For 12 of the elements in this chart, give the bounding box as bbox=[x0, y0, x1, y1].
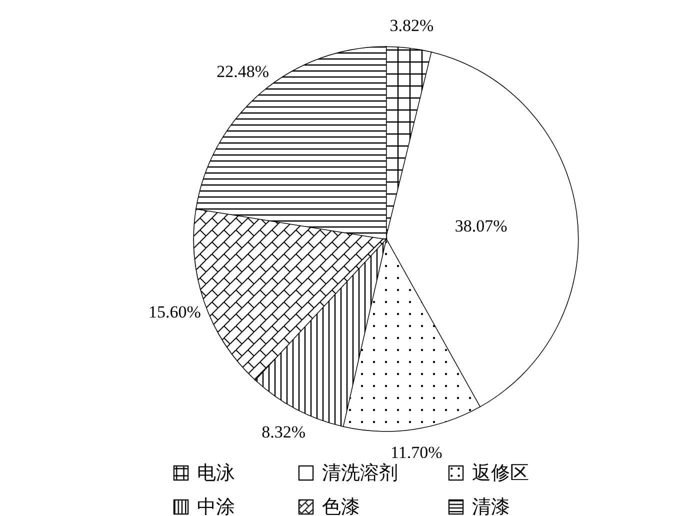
legend-label: 中涂 bbox=[197, 496, 235, 516]
data-label: 11.70% bbox=[390, 442, 442, 462]
data-label: 8.32% bbox=[262, 422, 306, 442]
data-label: 22.48% bbox=[216, 62, 270, 81]
data-label: 38.07% bbox=[454, 216, 508, 236]
legend-label: 电泳 bbox=[197, 462, 235, 486]
legend-label: 色漆 bbox=[322, 496, 360, 516]
data-label: 3.82% bbox=[390, 16, 434, 35]
legend-label: 清洗溶剂 bbox=[322, 462, 398, 486]
legend-label: 清漆 bbox=[472, 496, 510, 516]
data-label: 15.60% bbox=[148, 302, 201, 322]
legend-label: 返修区 bbox=[472, 462, 529, 486]
